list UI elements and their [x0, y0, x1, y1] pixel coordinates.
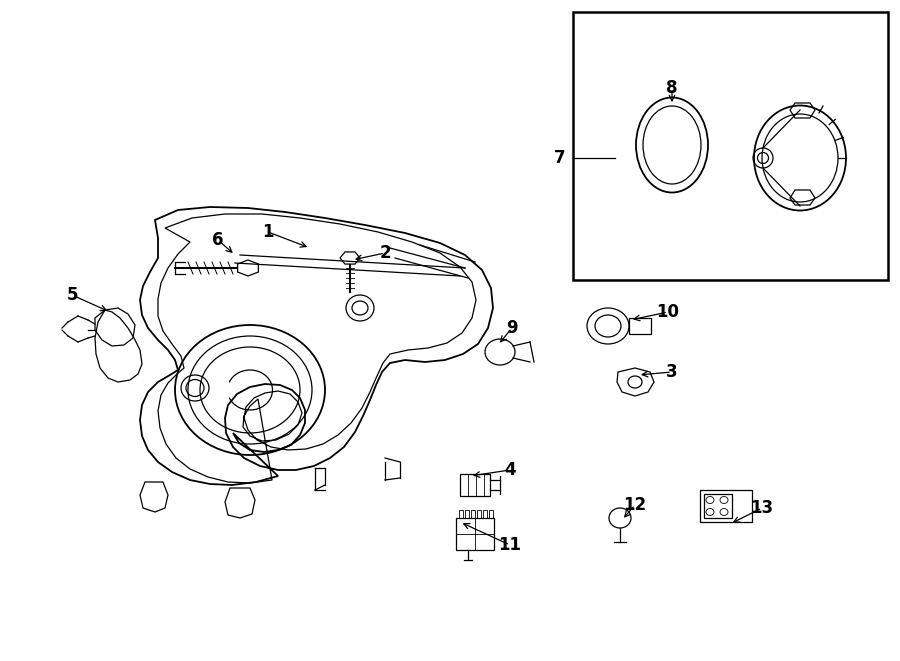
Text: 1: 1: [262, 223, 274, 241]
Bar: [460, 474, 490, 496]
Bar: [471, 510, 475, 518]
Bar: [477, 510, 481, 518]
Text: 11: 11: [499, 536, 521, 554]
Bar: [465, 510, 469, 518]
Text: 9: 9: [506, 319, 518, 337]
Bar: [456, 518, 494, 550]
Text: 3: 3: [666, 363, 678, 381]
Text: 2: 2: [379, 244, 391, 262]
Bar: [629, 318, 651, 334]
Bar: [700, 490, 752, 522]
Bar: [459, 510, 463, 518]
Text: 5: 5: [67, 286, 77, 304]
Text: 4: 4: [504, 461, 516, 479]
Text: 13: 13: [751, 499, 774, 517]
Text: 6: 6: [212, 231, 224, 249]
Bar: [483, 510, 487, 518]
Bar: [704, 494, 732, 518]
Text: 8: 8: [666, 79, 678, 97]
Text: 10: 10: [656, 303, 680, 321]
Text: 7: 7: [554, 149, 566, 167]
Bar: [573, 12, 888, 280]
Bar: [489, 510, 493, 518]
Text: 12: 12: [624, 496, 646, 514]
